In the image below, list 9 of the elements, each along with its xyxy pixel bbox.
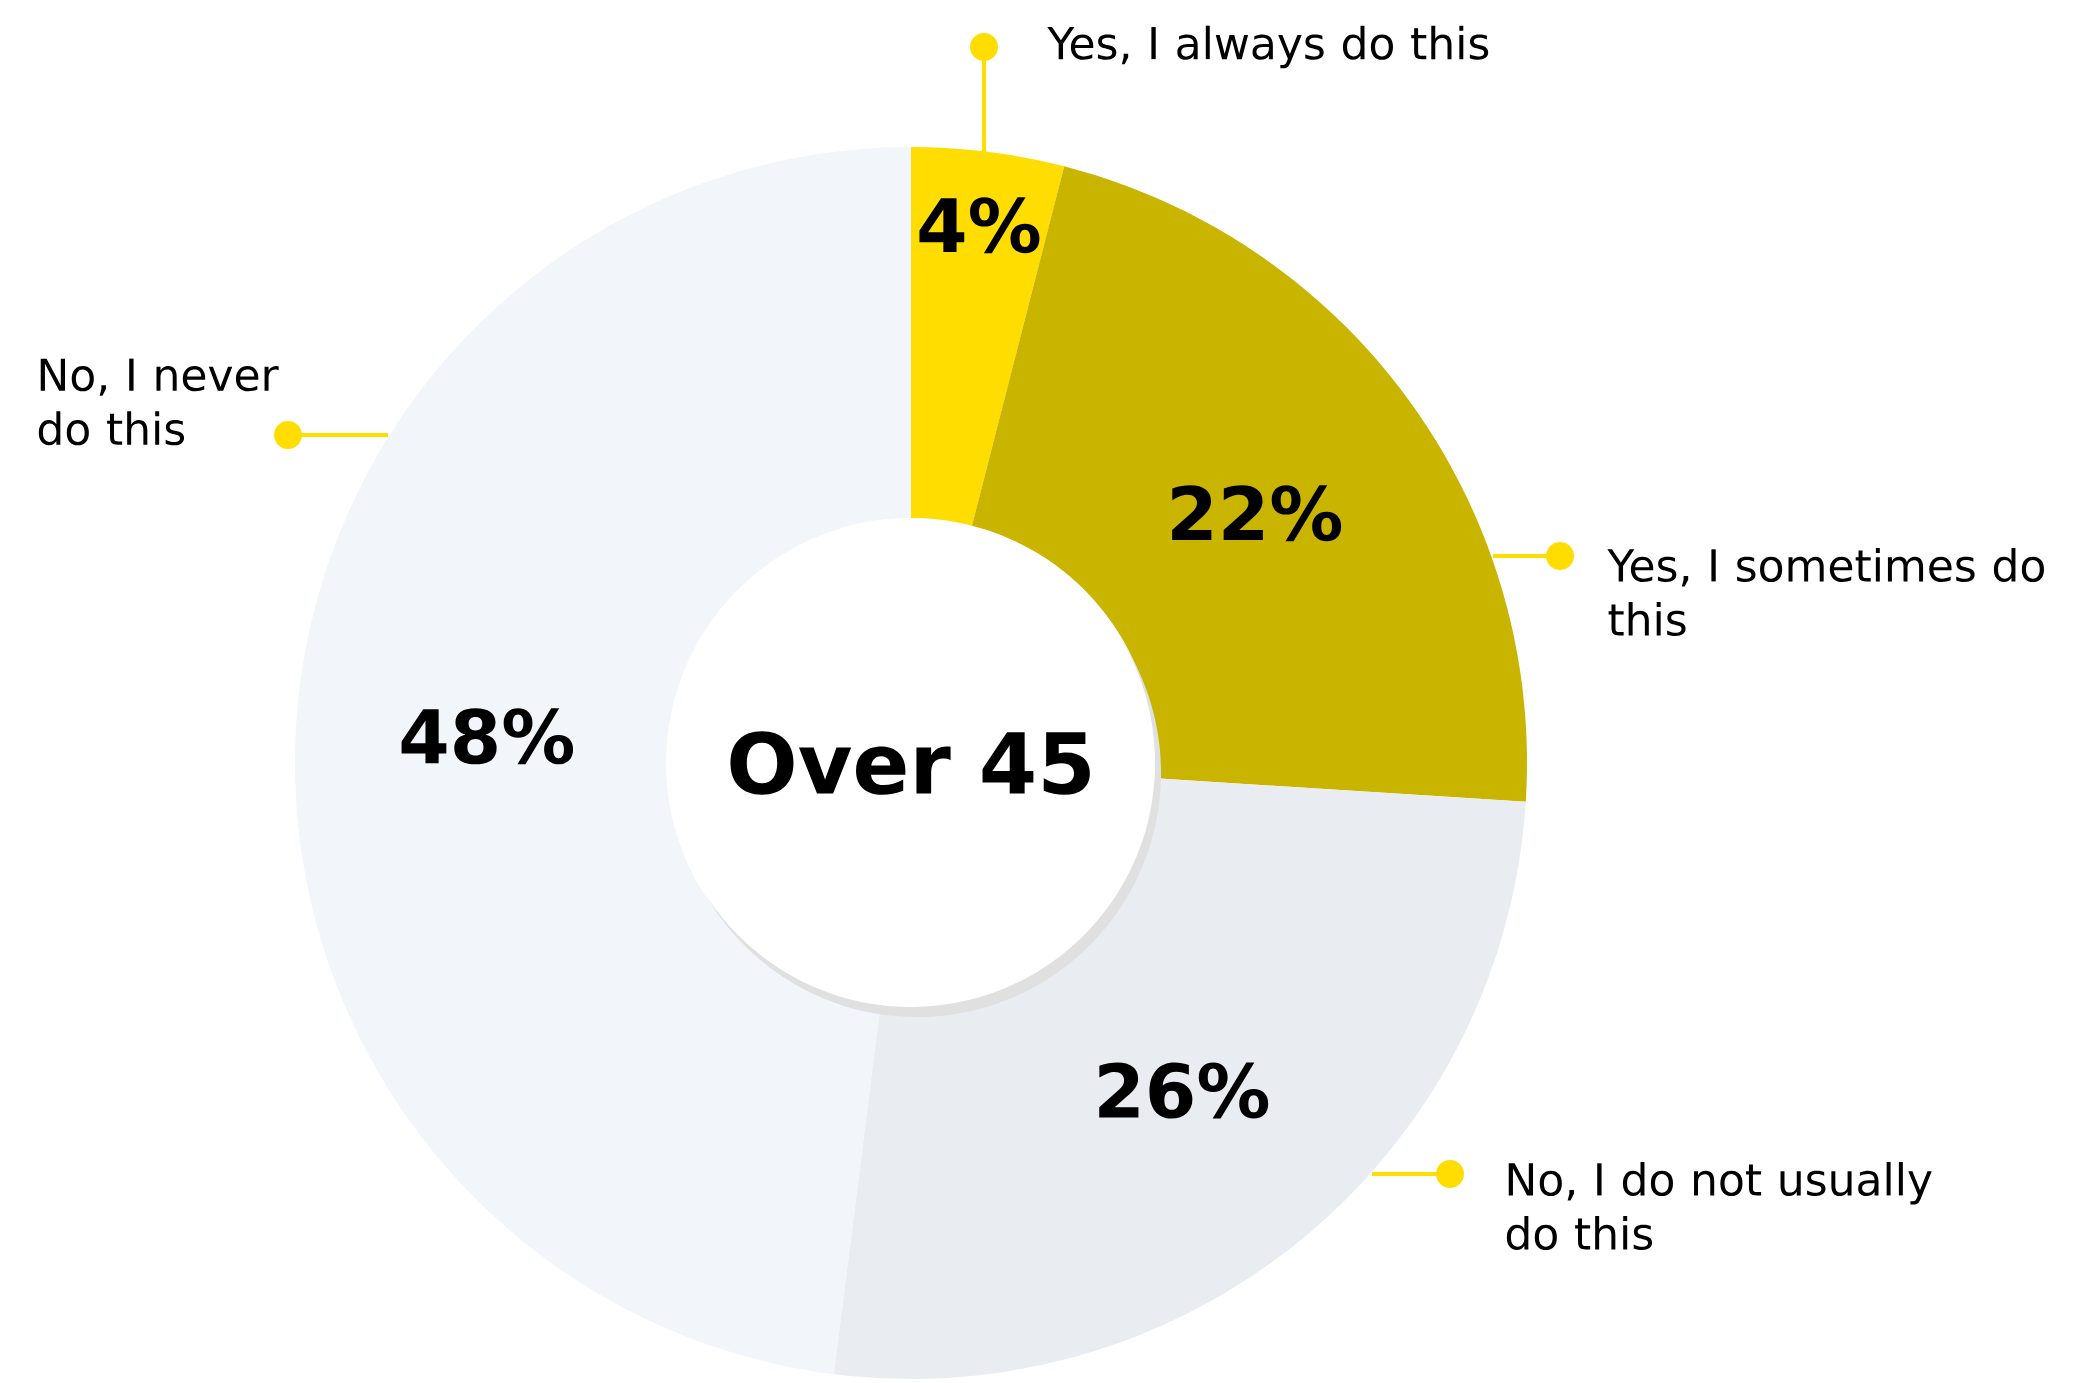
data-label: 26% <box>1099 1062 1269 1119</box>
slice-label: Yes, I sometimes do this <box>1607 547 2044 637</box>
legend-label: Yes, I always do this <box>1047 25 1489 69</box>
slice-label: No, I never do this <box>38 358 279 446</box>
data-label: 4% <box>919 197 1040 254</box>
slice-label: No, I do not usually do this <box>1506 1161 1932 1251</box>
data-label: 22% <box>1172 485 1342 542</box>
text: Over 45 <box>730 731 1090 795</box>
data-label: 48% <box>401 708 574 765</box>
